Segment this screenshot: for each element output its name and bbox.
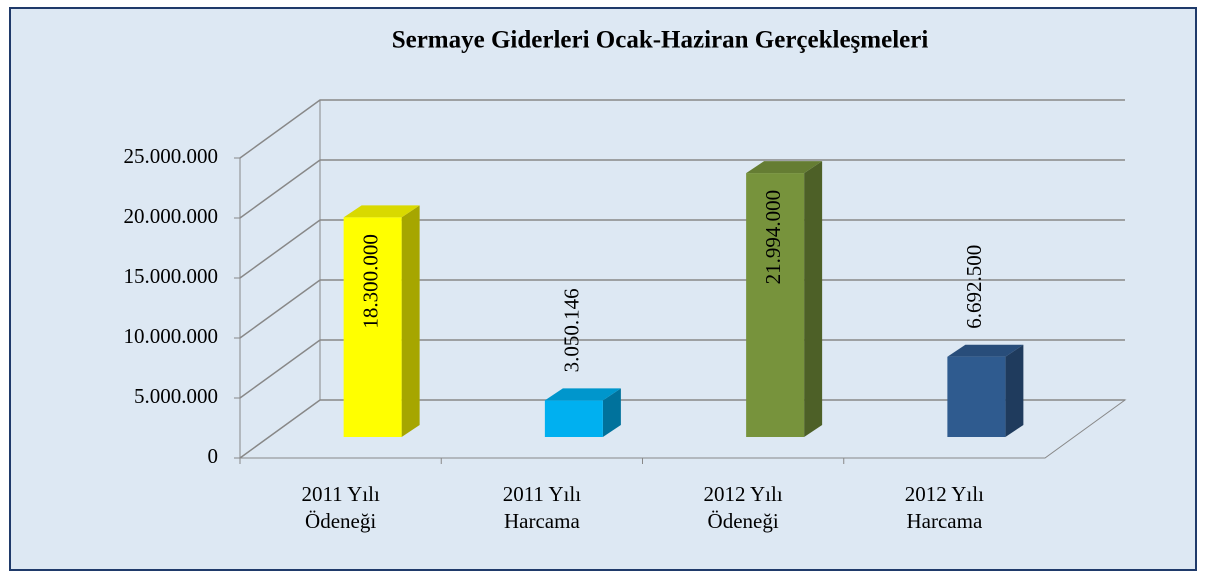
y-tick-label: 5.000.000 — [134, 384, 218, 408]
value-label: 18.300.000 — [358, 234, 382, 329]
chart-title: Sermaye Giderleri Ocak-Haziran Gerçekleş… — [392, 27, 929, 54]
grid-line — [239, 339, 1125, 399]
bar-side — [602, 388, 621, 437]
y-tick-label: 15.000.000 — [124, 264, 219, 288]
value-label: 6.692.500 — [962, 245, 986, 329]
y-tick-label: 0 — [208, 444, 219, 468]
bar-top — [746, 161, 823, 174]
bar-front — [343, 217, 402, 437]
x-tick-label: 2011 Yılı — [503, 482, 582, 506]
grid-line — [239, 279, 1125, 339]
x-tick-label: Harcama — [906, 509, 982, 533]
x-tick-label: Harcama — [504, 509, 580, 533]
bar-side — [804, 161, 823, 437]
y-tick-label: 20.000.000 — [124, 204, 219, 228]
grid-line — [239, 219, 1125, 279]
x-tick-label: Ödeneği — [305, 509, 376, 533]
bar-front — [746, 173, 805, 437]
y-tick-label: 10.000.000 — [124, 324, 219, 348]
bar — [947, 344, 1024, 437]
chart-frame — [9, 7, 1197, 571]
bar-top — [343, 205, 420, 218]
bar — [544, 388, 621, 437]
bar-side — [401, 205, 420, 437]
bar-front — [544, 400, 603, 437]
y-tick-label: 25.000.000 — [124, 144, 219, 168]
grid-line — [239, 159, 1125, 219]
bar-front — [947, 356, 1006, 437]
x-tick-label: Ödeneği — [708, 509, 779, 533]
x-tick-label: 2011 Yılı — [301, 482, 380, 506]
value-label: 21.994.000 — [761, 190, 785, 285]
grid-line — [239, 399, 1125, 459]
bar — [343, 205, 420, 437]
value-label: 3.050.146 — [560, 288, 584, 372]
bar-top — [544, 388, 621, 401]
x-tick-label: 2012 Yılı — [905, 482, 984, 506]
x-tick-label: 2012 Yılı — [704, 482, 783, 506]
bar-top — [947, 344, 1024, 357]
bar — [746, 161, 823, 437]
grid-line — [239, 99, 1125, 159]
bar-side — [1005, 344, 1024, 437]
